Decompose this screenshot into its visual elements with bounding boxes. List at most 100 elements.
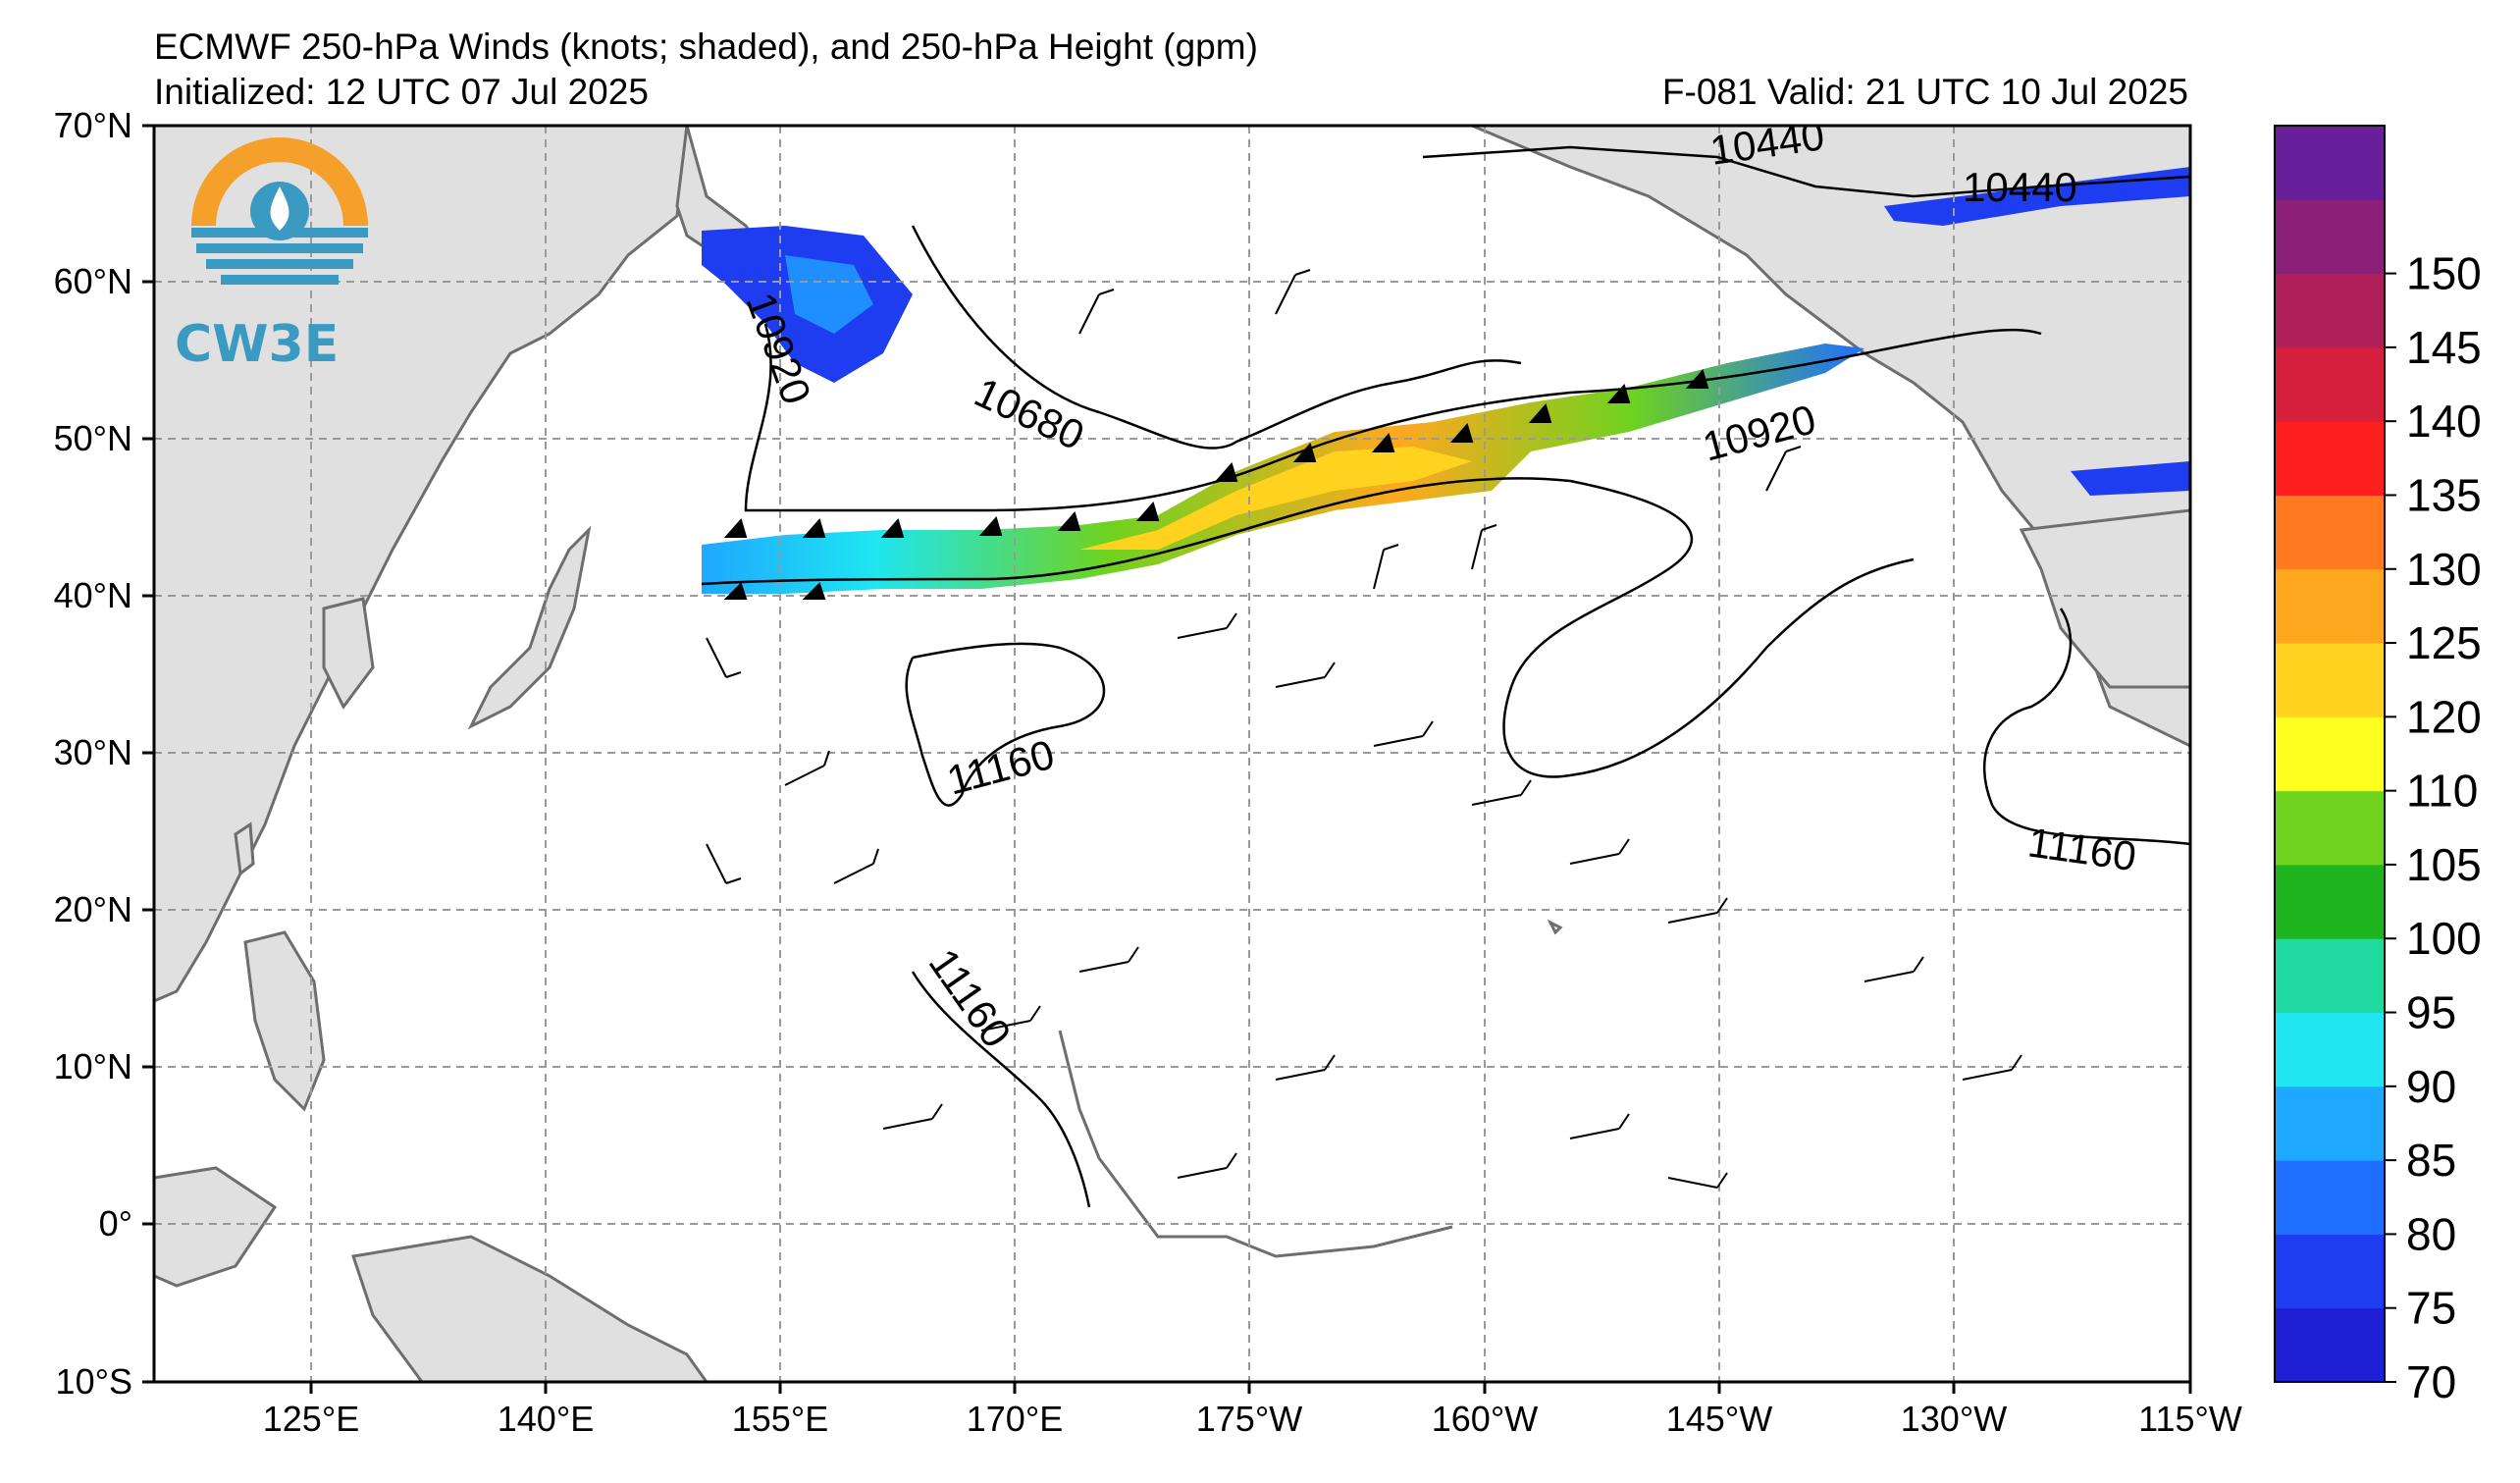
lat-label: 20°N — [54, 889, 132, 929]
land-new-guinea — [351, 1235, 709, 1382]
wind-pennant — [1135, 501, 1160, 521]
colorbar-label: 110 — [2406, 766, 2478, 817]
wind-barb — [1275, 269, 1311, 315]
colorbar-label: 130 — [2406, 544, 2482, 595]
lon-label: 130°W — [1901, 1399, 2007, 1439]
colorbar-label: 125 — [2406, 617, 2482, 668]
cw3e-logo: CW3E — [175, 137, 368, 374]
wind-barb — [1569, 1113, 1630, 1139]
wind-barb — [1177, 612, 1237, 639]
lon-label: 155°E — [732, 1399, 828, 1439]
wind-pennant — [880, 517, 905, 538]
wind-pennant — [1371, 432, 1395, 452]
contour-ridge — [701, 477, 1915, 778]
colorbar: 70 75 80 85 90 95 100 105 110 120 125 130 135 140 145 1… — [2274, 125, 2482, 1407]
lon-label: 140°E — [498, 1399, 594, 1439]
colorbar-label: 95 — [2406, 987, 2456, 1038]
colorbar-segment — [2275, 421, 2385, 496]
wind-barb — [706, 843, 742, 884]
land-taiwan — [234, 821, 255, 876]
wind-barb — [882, 1103, 943, 1130]
wind-barb — [1765, 446, 1802, 492]
contour-10440 — [1422, 145, 2190, 198]
colorbar-label: 90 — [2406, 1061, 2456, 1112]
wind-pennant — [723, 582, 748, 600]
lon-label: 175°W — [1196, 1399, 1302, 1439]
wind-barb — [1078, 289, 1115, 335]
wind-pennant — [1292, 442, 1317, 462]
contour-11160-east — [1982, 608, 2190, 846]
wind-barb — [1667, 1172, 1728, 1189]
wind-pennant — [1057, 510, 1081, 531]
pnw-shading — [2071, 461, 2190, 496]
lat-label: 10°N — [54, 1046, 132, 1086]
wind-pennant — [1606, 383, 1631, 403]
wind-barb — [1667, 897, 1728, 924]
colorbar-label: 135 — [2406, 469, 2482, 520]
colorbar-segment — [2275, 199, 2385, 275]
contour-11160-south — [911, 971, 1091, 1208]
kamchatka-inner-shading — [785, 255, 873, 334]
wind-barb — [706, 637, 742, 678]
wind-barb — [1962, 1054, 2022, 1081]
colorbar-segment — [2275, 643, 2385, 717]
lat-label: 50°N — [54, 418, 132, 458]
grid-lines — [154, 126, 2190, 1382]
colorbar-label: 140 — [2406, 396, 2482, 447]
wind-barb — [980, 1005, 1041, 1032]
colorbar-segment — [2275, 1012, 2385, 1087]
longitude-labels: 125°E 140°E 155°E 170°E 175°W 160°W 145°… — [263, 1399, 2242, 1439]
colorbar-segment — [2275, 1234, 2385, 1309]
height-contours — [701, 145, 2190, 1208]
wind-barb — [1078, 946, 1139, 973]
colorbar-label: 85 — [2406, 1135, 2456, 1186]
colorbar-segment — [2275, 790, 2385, 866]
colorbar-segment — [2275, 1160, 2385, 1235]
lon-label: 170°E — [967, 1399, 1063, 1439]
land-korea — [322, 597, 375, 710]
wind-barb — [833, 848, 879, 884]
wind-pennant — [1214, 461, 1238, 482]
colorbar-label: 120 — [2406, 691, 2482, 742]
lon-label: 160°W — [1432, 1399, 1538, 1439]
colorbar-segment — [2275, 1086, 2385, 1161]
logo-text: CW3E — [175, 315, 339, 374]
wind-barb — [1275, 662, 1336, 688]
wind-barb — [1177, 1152, 1237, 1179]
wind-barb — [1569, 838, 1630, 865]
colorbar-label: 150 — [2406, 248, 2482, 299]
wind-barb — [1373, 720, 1434, 747]
lat-label: 10°S — [56, 1361, 132, 1402]
contour-label: 10440 — [1963, 164, 2077, 210]
land-asia — [154, 126, 689, 1003]
contour-10680-kamchatka — [911, 225, 1522, 450]
jet-center-shading — [1079, 447, 1472, 550]
colorbar-segment — [2275, 1307, 2385, 1383]
latitude-labels: 70°N 60°N 50°N 40°N 30°N 20°N 10°N 0° 10… — [54, 105, 132, 1402]
lat-label: 30°N — [54, 732, 132, 772]
wind-pennant — [1449, 422, 1474, 443]
wind-pennant — [802, 517, 826, 538]
chart-title: ECMWF 250-hPa Winds (knots; shaded), and… — [154, 26, 1258, 67]
colorbar-label: 105 — [2406, 839, 2482, 890]
colorbar-segment — [2275, 273, 2385, 348]
colorbar-label: 80 — [2406, 1208, 2456, 1259]
lon-label: 115°W — [2138, 1399, 2242, 1439]
wind-barbs — [706, 269, 2022, 1189]
land-indonesia — [154, 1166, 278, 1288]
colorbar-label: 75 — [2406, 1283, 2456, 1334]
colorbar-segment — [2275, 346, 2385, 422]
initialized-time: Initialized: 12 UTC 07 Jul 2025 — [154, 72, 649, 112]
wind-barb — [1373, 544, 1399, 590]
contour-10920-north — [744, 323, 2042, 512]
lat-label: 70°N — [54, 105, 132, 145]
wind-pennant — [723, 517, 748, 538]
contour-11160-west — [905, 642, 1106, 807]
colorbar-segment — [2275, 938, 2385, 1014]
colorbar-border — [2274, 125, 2386, 1383]
land-north-america-west — [2019, 508, 2190, 689]
lon-label: 145°W — [1666, 1399, 1772, 1439]
wind-barb — [1275, 1054, 1336, 1081]
colorbar-segment — [2275, 864, 2385, 939]
